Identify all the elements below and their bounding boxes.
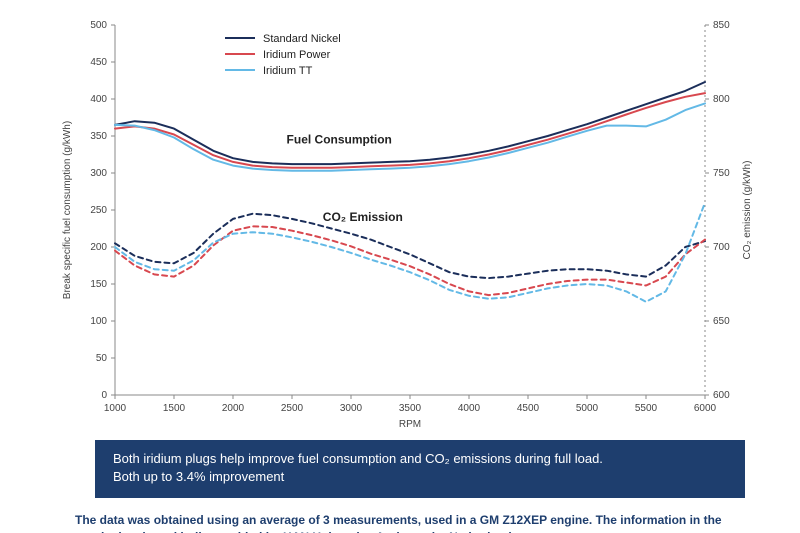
y-right-tick: 800 <box>713 94 730 105</box>
x-tick: 2000 <box>222 403 245 414</box>
series-iridium_tt <box>115 203 705 302</box>
inset-label: CO₂ Emission <box>323 210 403 224</box>
y-left-tick: 150 <box>90 279 107 290</box>
y-left-tick: 400 <box>90 94 107 105</box>
info-banner: Both iridium plugs help improve fuel con… <box>95 440 745 498</box>
y-left-tick: 450 <box>90 57 107 68</box>
y-right-tick: 700 <box>713 242 730 253</box>
legend-label: Iridium TT <box>263 65 313 77</box>
x-tick: 1000 <box>104 403 127 414</box>
y-right-tick: 650 <box>713 316 730 327</box>
x-tick: 3000 <box>340 403 363 414</box>
y-right-tick: 600 <box>713 390 730 401</box>
y-right-axis-label: CO₂ emission (g/kWh) <box>742 161 753 260</box>
chart: 0 50 100 150 200 250 300 350 400 450 500 600 650 700 7… <box>35 10 765 430</box>
x-tick: 2500 <box>281 403 304 414</box>
y-left-tick: 0 <box>101 390 107 401</box>
x-tick: 5500 <box>635 403 658 414</box>
series-standard_nickel <box>115 82 705 164</box>
y-right-tick: 750 <box>713 168 730 179</box>
y-left-tick: 250 <box>90 205 107 216</box>
x-tick: 1500 <box>163 403 186 414</box>
x-tick: 3500 <box>399 403 422 414</box>
banner-line2: Both up to 3.4% improvement <box>113 468 727 486</box>
footnote: The data was obtained using an average o… <box>75 512 745 533</box>
x-tick: 4500 <box>517 403 540 414</box>
x-axis-label: RPM <box>399 419 421 430</box>
inset-label: Fuel Consumption <box>287 132 392 146</box>
y-right-tick: 850 <box>713 20 730 31</box>
y-left-tick: 350 <box>90 131 107 142</box>
legend-label: Standard Nickel <box>263 33 341 45</box>
banner-line1: Both iridium plugs help improve fuel con… <box>113 450 727 468</box>
series-iridium_power <box>115 226 705 295</box>
y-left-tick: 50 <box>96 353 108 364</box>
x-tick: 4000 <box>458 403 481 414</box>
y-left-tick: 500 <box>90 20 107 31</box>
y-left-axis-label: Break specific fuel consumption (g/kWh) <box>62 121 73 299</box>
y-left-tick: 100 <box>90 316 107 327</box>
y-left-tick: 300 <box>90 168 107 179</box>
y-left-tick: 200 <box>90 242 107 253</box>
footnote-text: The data was obtained using an average o… <box>75 513 722 533</box>
legend-label: Iridium Power <box>263 49 331 61</box>
x-tick: 5000 <box>576 403 599 414</box>
series-iridium_power <box>115 93 705 168</box>
x-tick: 6000 <box>694 403 717 414</box>
series-standard_nickel <box>115 214 705 278</box>
